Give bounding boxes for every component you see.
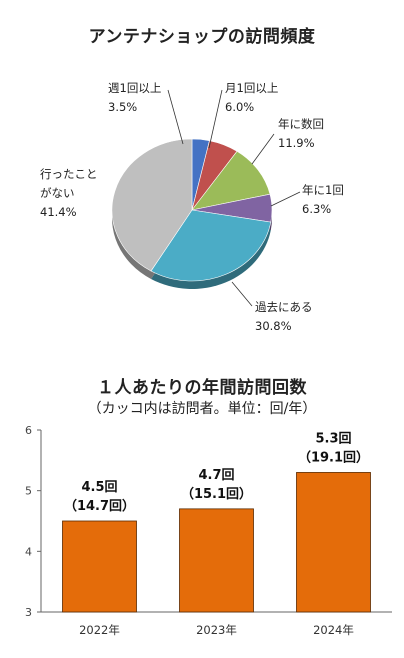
bar-visitor-label-2: （19.1回） — [298, 449, 369, 465]
pie-leader-line-1 — [208, 89, 223, 149]
pie-slice-4 — [150, 209, 272, 282]
pie-label-5: 行ったことがない 41.4% — [40, 167, 98, 219]
pie-label-1: 月1回以上 6.0% — [225, 81, 278, 114]
pie-leader-line-0 — [167, 89, 184, 145]
y-tick-label-6: 6 — [25, 424, 32, 437]
y-tick-label-5: 5 — [25, 485, 32, 498]
x-tick-label-1: 2023年 — [196, 623, 237, 637]
bar-chart-title: １人あたりの年間訪問回数 — [97, 378, 307, 398]
bar-value-label-1: 4.7回 — [198, 468, 234, 483]
pie-label-3: 年に1回 6.3% — [302, 183, 344, 216]
bar-2024年 — [296, 472, 371, 613]
bar-2022年 — [62, 520, 137, 613]
bar-visitor-label-0: （14.7回） — [64, 498, 135, 514]
bar-chart: 6 5 4 3 4.5回 （14.7回） 2022年 4.7回 （15.1回） 2023年 5.3回… — [25, 424, 392, 637]
pie-chart: 週1回以上 3.5% 月1回以上 6.0%年に数回 11.9% 年に1回 6.3% 過去にある… — [40, 81, 344, 333]
y-tick-label-4: 4 — [25, 545, 32, 558]
pie-label-0: 週1回以上 3.5% — [108, 81, 161, 114]
y-tick-label-3: 3 — [25, 606, 32, 619]
bar-chart-subtitle: （カッコ内は訪問者。単位：回/年） — [87, 401, 317, 417]
bar-visitor-label-1: （15.1回） — [181, 486, 252, 502]
bar-value-label-0: 4.5回 — [81, 480, 117, 495]
pie-leader-line-4 — [231, 281, 253, 307]
pie-chart-title: アンテナショップの訪問頻度 — [88, 27, 316, 47]
x-tick-label-2: 2024年 — [313, 623, 354, 637]
bar-value-label-2: 5.3回 — [315, 431, 351, 446]
bar-2023年 — [179, 508, 254, 613]
pie-slice-2 — [191, 150, 271, 211]
pie-label-4: 過去にある 30.8% — [255, 300, 313, 333]
pie-slice-5 — [111, 138, 193, 272]
pie-leader-line-3 — [270, 191, 301, 207]
x-tick-label-0: 2022年 — [79, 623, 120, 637]
pie-leader-line-2 — [251, 133, 275, 165]
pie-label-2: 年に数回 11.9% — [278, 117, 324, 150]
